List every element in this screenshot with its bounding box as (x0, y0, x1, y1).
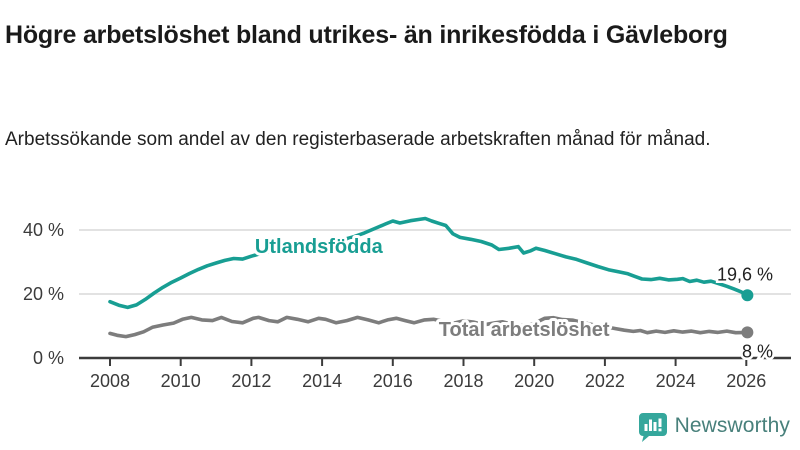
series-label: Utlandsfödda (255, 236, 384, 258)
y-axis-labels: 0 % 20 % 40 % (23, 220, 64, 368)
x-tick-label: 2026 (726, 371, 766, 391)
end-value-labels: 19,6 % 8 % (714, 262, 775, 364)
end-value-label: 8 % (742, 341, 773, 361)
series-line-utlandsfodda (108, 216, 750, 310)
series-lines (108, 216, 750, 339)
x-axis-labels: 2008 2010 2012 2014 2016 2018 2020 2022 2024 2026 (90, 371, 766, 391)
series-labels: Utlandsfödda Total arbetslöshet (252, 233, 613, 344)
x-tick-label: 2016 (373, 371, 413, 391)
x-tick-label: 2012 (231, 371, 271, 391)
end-dot (741, 289, 754, 302)
end-markers (741, 289, 754, 339)
x-tick-label: 2010 (161, 371, 201, 391)
y-tick-label: 40 % (23, 220, 64, 240)
logo-wordmark: Newsworthy (674, 414, 790, 437)
x-tick-label: 2020 (514, 371, 554, 391)
x-tick-label: 2022 (585, 371, 625, 391)
y-tick-label: 0 % (33, 348, 64, 368)
x-tick-label: 2008 (90, 371, 130, 391)
chart-title: Högre arbetslöshet bland utrikes- än inr… (5, 20, 728, 49)
x-tick-label: 2014 (302, 371, 342, 391)
x-axis (79, 356, 791, 366)
newsworthy-barchart-bubble-icon (638, 412, 667, 442)
series-line-total (108, 315, 750, 339)
chart-subtitle: Arbetssökande som andel av den registerb… (5, 129, 711, 150)
x-tick-label: 2024 (656, 371, 696, 391)
series-label: Total arbetslöshet (439, 319, 610, 341)
y-tick-label: 20 % (23, 284, 64, 304)
newsworthy-logo: Newsworthy (638, 410, 790, 442)
gridlines (79, 229, 791, 295)
end-dot (741, 326, 754, 339)
end-value-label: 19,6 % (717, 264, 773, 284)
x-tick-label: 2018 (443, 371, 483, 391)
